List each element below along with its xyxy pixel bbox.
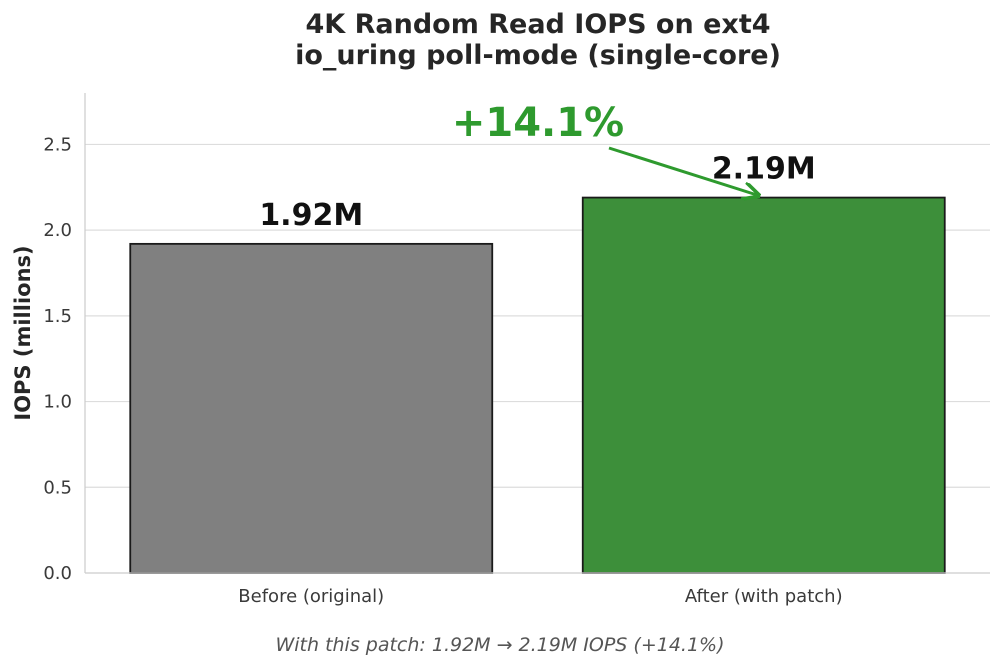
- bar-after: [581, 196, 946, 574]
- x-tick-label: Before (original): [238, 586, 384, 607]
- chart-title-line-2: io_uring poll-mode (single-core): [295, 40, 781, 71]
- percent-annotation: +14.1%: [452, 100, 757, 195]
- annotation-text: +14.1%: [452, 100, 624, 146]
- y-tick-label: 0.0: [43, 563, 72, 584]
- x-tick-labels: Before (original) After (with patch): [238, 586, 842, 607]
- y-tick-label: 0.5: [43, 477, 72, 498]
- annotation-arrow: [608, 146, 757, 195]
- bar-value-labels: 1.92M 2.19M: [259, 152, 815, 233]
- bars: [129, 196, 946, 574]
- x-tick-label: After (with patch): [685, 586, 843, 607]
- bar-value-label: 2.19M: [712, 152, 816, 187]
- chart-caption: With this patch: 1.92M → 2.19M IOPS (+14…: [275, 634, 724, 656]
- chart-title-line-1: 4K Random Read IOPS on ext4: [305, 9, 770, 40]
- bar-value-label: 1.92M: [259, 198, 363, 233]
- y-tick-label: 1.5: [43, 306, 72, 327]
- bar-before: [129, 242, 494, 574]
- y-tick-label: 1.0: [43, 392, 72, 413]
- axes: [84, 93, 990, 574]
- chart-title: 4K Random Read IOPS on ext4 io_uring pol…: [295, 9, 781, 71]
- y-tick-label: 2.0: [43, 220, 72, 241]
- y-axis-label: IOPS (millions): [11, 245, 35, 420]
- y-tick-label: 2.5: [43, 134, 72, 155]
- y-tick-labels: 0.0 0.5 1.0 1.5 2.0 2.5: [43, 134, 72, 584]
